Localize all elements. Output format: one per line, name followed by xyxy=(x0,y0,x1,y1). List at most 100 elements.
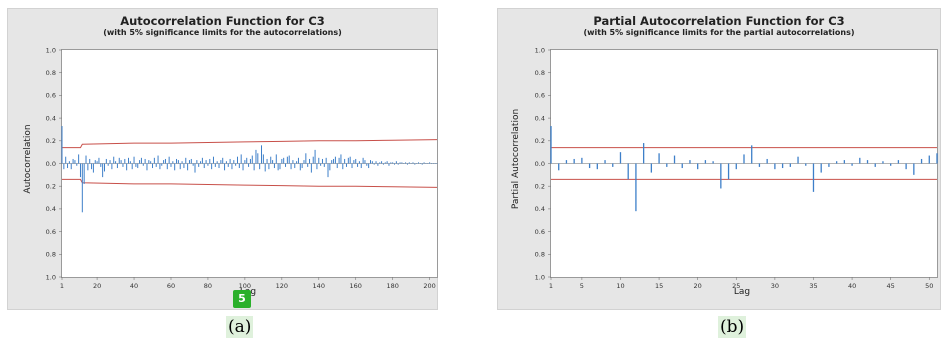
acf-y-tick-label: 0.8 xyxy=(46,251,56,259)
acf-bar xyxy=(96,161,98,164)
acf-bar xyxy=(242,163,244,171)
acf-lower-significance-limit xyxy=(62,178,438,188)
acf-bar xyxy=(388,163,390,166)
acf-bar xyxy=(248,163,250,167)
acf-panel: Autocorrelation Function for C3 (with 5%… xyxy=(7,8,438,310)
acf-bar xyxy=(122,163,124,167)
acf-bar xyxy=(338,157,340,164)
acf-bar xyxy=(79,163,81,178)
acf-bar xyxy=(115,161,117,164)
acf-bar xyxy=(299,163,301,171)
acf-bar xyxy=(412,162,414,164)
acf-bar xyxy=(155,163,157,167)
acf-bar xyxy=(183,163,185,169)
acf-bar xyxy=(209,158,211,164)
acf-bar xyxy=(381,161,383,164)
acf-y-tick-label: 0.2 xyxy=(46,137,56,145)
acf-bar xyxy=(163,160,165,164)
pacf-bar xyxy=(789,163,791,167)
pacf-x-tick-label: 50 xyxy=(925,282,933,290)
acf-bar xyxy=(288,155,290,164)
acf-bar xyxy=(63,163,65,170)
acf-bar xyxy=(309,158,311,164)
pacf-y-tick-label: 0.6 xyxy=(535,228,545,236)
acf-bar xyxy=(200,161,202,164)
acf-bar xyxy=(103,163,105,172)
pacf-bar xyxy=(673,155,676,164)
acf-bar xyxy=(403,163,405,164)
acf-bar xyxy=(111,163,113,170)
acf-bar xyxy=(281,158,283,164)
acf-x-tick-label: 100 xyxy=(239,282,251,290)
acf-bar xyxy=(286,156,288,164)
acf-bar xyxy=(231,163,233,170)
acf-bar xyxy=(430,163,432,164)
acf-bar xyxy=(325,157,327,164)
acf-bar xyxy=(107,163,109,166)
annotation-badge: 5 xyxy=(233,290,251,308)
acf-bar xyxy=(275,154,277,164)
acf-bar xyxy=(382,163,384,165)
acf-x-tick-label: 40 xyxy=(130,282,138,290)
pacf-bar xyxy=(920,158,923,164)
acf-bar xyxy=(329,163,331,171)
acf-bar xyxy=(249,158,251,164)
pacf-bar xyxy=(558,163,560,171)
pacf-bar xyxy=(720,163,722,189)
pacf-bar xyxy=(627,163,629,180)
acf-bar xyxy=(181,161,183,164)
pacf-bar xyxy=(766,158,768,164)
pacf-bar xyxy=(712,161,714,164)
acf-bar xyxy=(427,163,429,164)
pacf-bar xyxy=(666,163,668,167)
acf-bar xyxy=(425,163,427,164)
acf-bar xyxy=(307,163,309,167)
acf-bar xyxy=(279,163,281,170)
acf-bar xyxy=(83,163,85,184)
acf-x-tick-label: 20 xyxy=(93,282,101,290)
acf-bar xyxy=(261,145,263,164)
acf-bar xyxy=(98,157,100,164)
pacf-x-tick-label: 1 xyxy=(549,282,553,290)
acf-bar xyxy=(118,157,120,164)
acf-bar xyxy=(185,157,187,164)
acf-bar xyxy=(394,163,396,165)
acf-bar xyxy=(235,163,237,166)
acf-y-tick-label: 1.0 xyxy=(46,273,56,281)
acf-bar xyxy=(355,158,357,164)
acf-bar xyxy=(222,157,224,164)
acf-bar xyxy=(405,162,407,164)
acf-bar xyxy=(379,162,381,164)
pacf-y-tick-label: 0.8 xyxy=(535,251,545,259)
acf-bar xyxy=(100,163,102,167)
pacf-bar xyxy=(905,163,907,170)
acf-bar xyxy=(205,160,207,164)
acf-bar xyxy=(85,155,87,164)
pacf-y-tick-label: 0.2 xyxy=(535,183,545,191)
acf-bar xyxy=(268,163,270,170)
pacf-bar xyxy=(835,161,838,164)
acf-bar xyxy=(262,154,264,164)
acf-bar xyxy=(377,163,379,166)
pacf-y-tick-label: 0.2 xyxy=(535,137,545,145)
acf-bar xyxy=(68,161,70,164)
acf-bar xyxy=(168,156,170,164)
acf-bar xyxy=(211,163,213,170)
acf-y-tick-label: 0.8 xyxy=(46,69,56,77)
pacf-x-tick-label: 10 xyxy=(616,282,624,290)
acf-bar xyxy=(331,160,333,164)
pacf-bar xyxy=(866,160,869,164)
acf-bar xyxy=(224,163,226,171)
acf-bar xyxy=(386,161,388,164)
acf-bar xyxy=(347,157,349,164)
acf-bar xyxy=(120,160,122,164)
acf-bar xyxy=(240,154,242,164)
pacf-bar xyxy=(882,161,884,164)
pacf-bar xyxy=(928,155,930,164)
acf-bar xyxy=(362,157,364,164)
acf-bar xyxy=(131,163,133,170)
acf-bar xyxy=(194,163,196,173)
acf-bar xyxy=(229,158,231,164)
pacf-x-tick-label: 35 xyxy=(809,282,817,290)
acf-bar xyxy=(421,163,423,165)
